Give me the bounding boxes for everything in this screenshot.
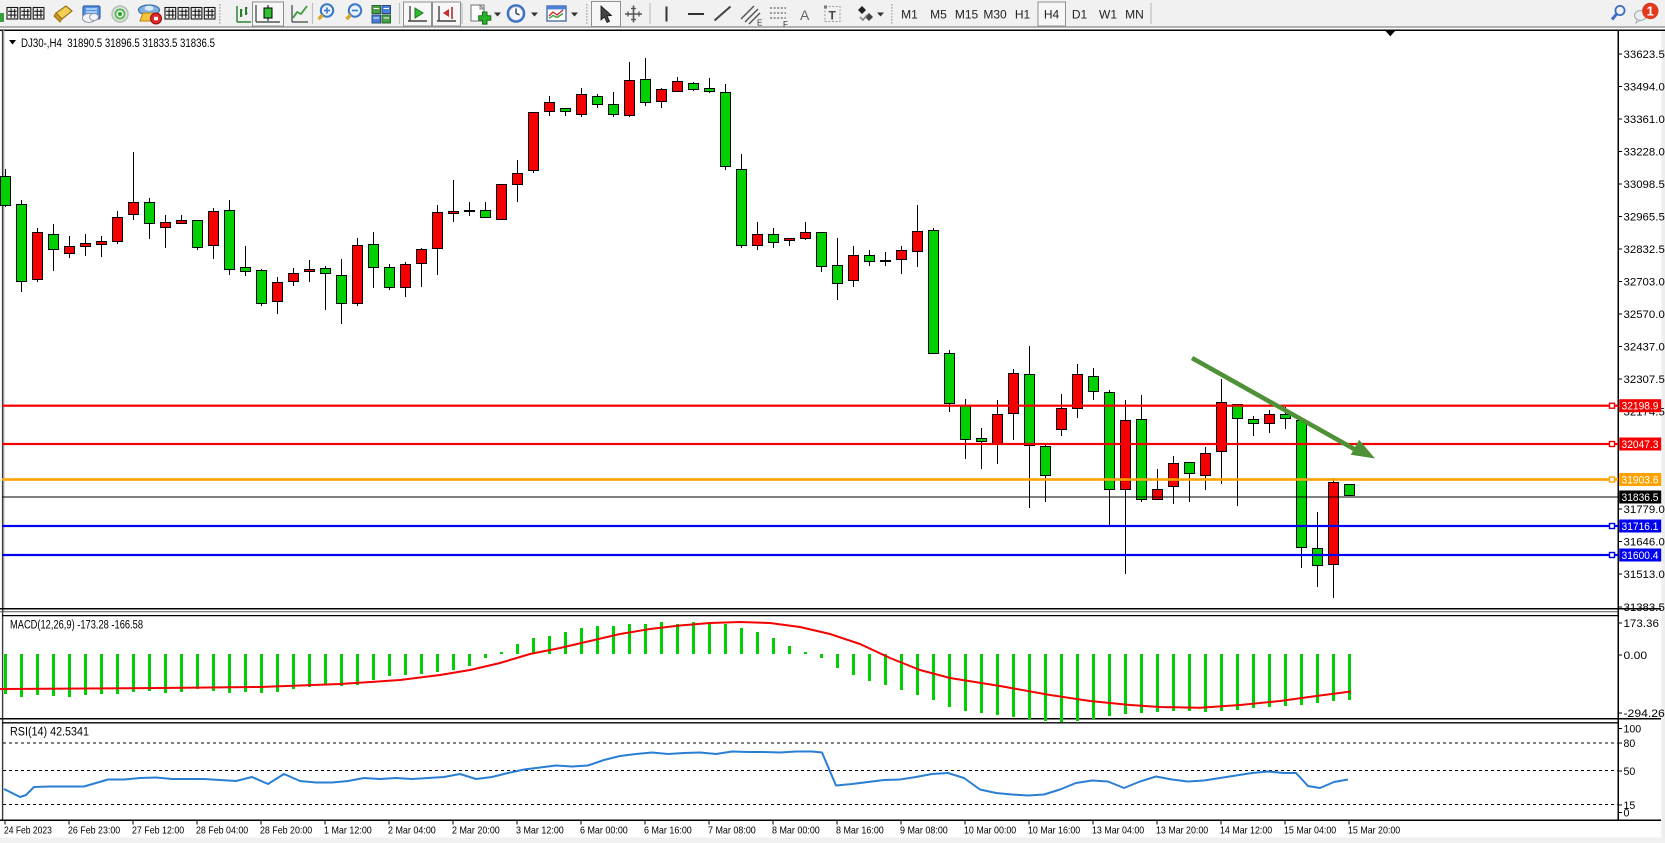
svg-text:32437.0: 32437.0 [1624, 342, 1665, 354]
svg-text:MACD(12,26,9) -173.28 -166.58: MACD(12,26,9) -173.28 -166.58 [10, 620, 143, 632]
svg-text:80: 80 [1624, 738, 1636, 750]
svg-text:10 Mar 16:00: 10 Mar 16:00 [1028, 825, 1080, 837]
svg-text:32198.9: 32198.9 [1622, 401, 1659, 413]
svg-text:31836.5: 31836.5 [1622, 492, 1659, 504]
svg-text:2 Mar 20:00: 2 Mar 20:00 [452, 825, 500, 837]
svg-text:M15: M15 [955, 8, 979, 22]
svg-text:M5: M5 [930, 8, 947, 22]
svg-text:8 Mar 00:00: 8 Mar 00:00 [772, 825, 820, 837]
svg-text:-294.26: -294.26 [1624, 708, 1665, 720]
svg-text:DJ30-,H4 31890.5 31896.5 3183: DJ30-,H4 31890.5 31896.5 31833.5 31836.5 [21, 38, 215, 50]
svg-text:M1: M1 [901, 8, 918, 22]
svg-text:32570.0: 32570.0 [1624, 309, 1665, 321]
svg-text:MN: MN [1125, 8, 1144, 22]
svg-text:31779.0: 31779.0 [1624, 504, 1665, 516]
svg-text:D1: D1 [1072, 8, 1088, 22]
svg-text:0: 0 [1624, 808, 1630, 820]
svg-text:1: 1 [1647, 4, 1654, 19]
svg-text:RSI(14) 42.5341: RSI(14) 42.5341 [10, 727, 89, 739]
svg-text:0.00: 0.00 [1624, 650, 1648, 662]
svg-text:H4: H4 [1044, 8, 1060, 22]
svg-text:7 Mar 08:00: 7 Mar 08:00 [708, 825, 756, 837]
svg-text:13 Mar 20:00: 13 Mar 20:00 [1156, 825, 1208, 837]
svg-text:32965.5: 32965.5 [1624, 212, 1665, 224]
svg-text:31513.0: 31513.0 [1624, 569, 1665, 581]
svg-text:T: T [829, 9, 837, 23]
svg-text:31383.5: 31383.5 [1624, 602, 1665, 614]
svg-text:100: 100 [1624, 724, 1642, 736]
svg-text:31600.4: 31600.4 [1622, 550, 1659, 562]
svg-text:33098.5: 33098.5 [1624, 179, 1665, 191]
svg-text:24 Feb 2023: 24 Feb 2023 [4, 825, 52, 837]
svg-text:15: 15 [1624, 800, 1636, 812]
svg-text:E: E [757, 19, 762, 28]
svg-text:173.36: 173.36 [1624, 618, 1659, 630]
svg-text:31903.6: 31903.6 [1622, 475, 1659, 487]
svg-text:8 Mar 16:00: 8 Mar 16:00 [836, 825, 884, 837]
svg-text:32047.3: 32047.3 [1622, 439, 1659, 451]
svg-text:50: 50 [1624, 766, 1636, 778]
svg-text:32703.0: 32703.0 [1624, 277, 1665, 289]
svg-text:31646.0: 31646.0 [1624, 537, 1665, 549]
svg-text:28 Feb 04:00: 28 Feb 04:00 [196, 825, 248, 837]
svg-text:H1: H1 [1015, 8, 1031, 22]
svg-text:33494.0: 33494.0 [1624, 82, 1665, 94]
svg-text:31716.1: 31716.1 [1622, 521, 1659, 533]
svg-text:28 Feb 20:00: 28 Feb 20:00 [260, 825, 312, 837]
svg-text:1 Mar 12:00: 1 Mar 12:00 [324, 825, 372, 837]
svg-text:15 Mar 04:00: 15 Mar 04:00 [1284, 825, 1336, 837]
svg-text:26 Feb 23:00: 26 Feb 23:00 [68, 825, 120, 837]
svg-text:6 Mar 16:00: 6 Mar 16:00 [644, 825, 692, 837]
svg-text:33623.5: 33623.5 [1624, 49, 1665, 61]
svg-text:32307.5: 32307.5 [1624, 374, 1665, 386]
svg-text:27 Feb 12:00: 27 Feb 12:00 [132, 825, 184, 837]
svg-text:2 Mar 04:00: 2 Mar 04:00 [388, 825, 436, 837]
svg-text:F: F [783, 20, 788, 29]
svg-text:32832.5: 32832.5 [1624, 244, 1665, 256]
svg-text:A: A [800, 7, 810, 23]
svg-text:33228.0: 33228.0 [1624, 147, 1665, 159]
svg-text:13 Mar 04:00: 13 Mar 04:00 [1092, 825, 1144, 837]
svg-text:3 Mar 12:00: 3 Mar 12:00 [516, 825, 564, 837]
svg-text:15 Mar 20:00: 15 Mar 20:00 [1348, 825, 1400, 837]
svg-text:6 Mar 00:00: 6 Mar 00:00 [580, 825, 628, 837]
svg-text:9 Mar 08:00: 9 Mar 08:00 [900, 825, 948, 837]
svg-text:W1: W1 [1099, 8, 1117, 22]
svg-text:M30: M30 [983, 8, 1007, 22]
svg-text:10 Mar 00:00: 10 Mar 00:00 [964, 825, 1016, 837]
svg-text:33361.0: 33361.0 [1624, 114, 1665, 126]
svg-text:14 Mar 12:00: 14 Mar 12:00 [1220, 825, 1272, 837]
